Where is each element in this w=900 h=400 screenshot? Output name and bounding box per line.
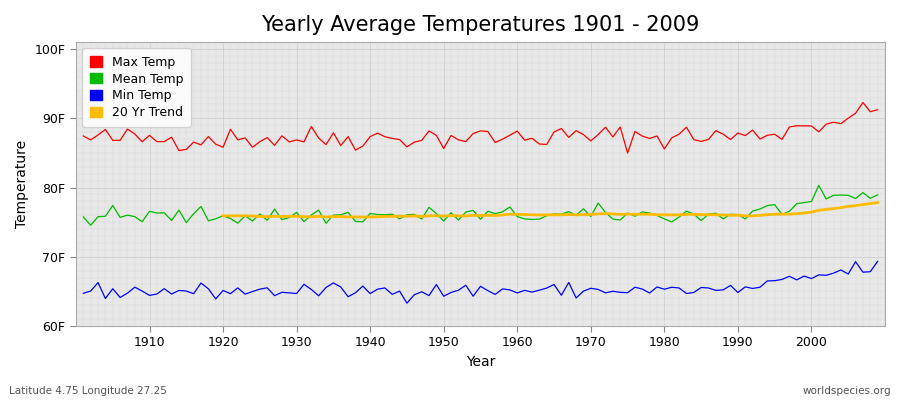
X-axis label: Year: Year (466, 355, 495, 369)
Y-axis label: Temperature: Temperature (15, 140, 29, 228)
Legend: Max Temp, Mean Temp, Min Temp, 20 Yr Trend: Max Temp, Mean Temp, Min Temp, 20 Yr Tre… (82, 48, 191, 127)
Text: Latitude 4.75 Longitude 27.25: Latitude 4.75 Longitude 27.25 (9, 386, 166, 396)
Title: Yearly Average Temperatures 1901 - 2009: Yearly Average Temperatures 1901 - 2009 (261, 15, 699, 35)
Text: worldspecies.org: worldspecies.org (803, 386, 891, 396)
